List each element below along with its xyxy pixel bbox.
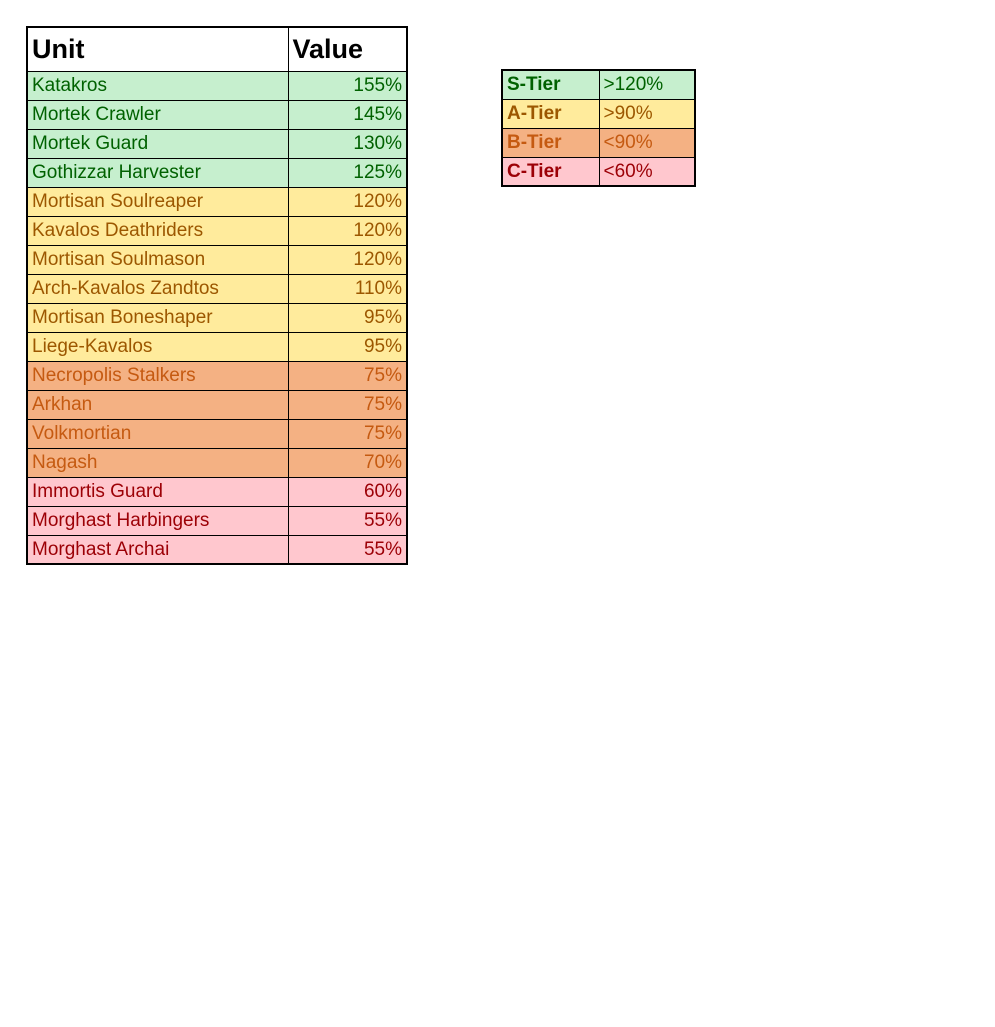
legend-row: C-Tier <60% (501, 156, 696, 187)
unit-value-cell: 75% (287, 360, 408, 391)
unit-name-cell: Immortis Guard (26, 476, 289, 507)
unit-name-cell: Mortek Crawler (26, 99, 289, 130)
unit-value-cell: 155% (287, 70, 408, 101)
unit-name-cell: Necropolis Stalkers (26, 360, 289, 391)
table-row: Nagash 70% (26, 447, 408, 478)
legend-row: B-Tier <90% (501, 127, 696, 158)
unit-name-cell: Mortisan Boneshaper (26, 302, 289, 333)
table-row: Mortisan Boneshaper 95% (26, 302, 408, 333)
table-row: Katakros 155% (26, 70, 408, 101)
tier-threshold-cell: <90% (598, 127, 696, 158)
unit-value-cell: 55% (287, 505, 408, 536)
tier-name-cell: B-Tier (501, 127, 600, 158)
unit-value-cell: 120% (287, 244, 408, 275)
table-row: Arch-Kavalos Zandtos 110% (26, 273, 408, 304)
unit-name-cell: Liege-Kavalos (26, 331, 289, 362)
tier-name-cell: A-Tier (501, 98, 600, 129)
unit-name-cell: Arch-Kavalos Zandtos (26, 273, 289, 304)
unit-header: Unit (26, 26, 289, 72)
unit-value-cell: 110% (287, 273, 408, 304)
unit-value-cell: 95% (287, 331, 408, 362)
unit-value-cell: 120% (287, 186, 408, 217)
table-row: Mortisan Soulreaper 120% (26, 186, 408, 217)
table-row: Volkmortian 75% (26, 418, 408, 449)
tier-legend-table: S-Tier >120% A-Tier >90% B-Tier <90% C-Tier <60… (501, 69, 696, 187)
unit-value-cell: 75% (287, 389, 408, 420)
table-row: Kavalos Deathriders 120% (26, 215, 408, 246)
unit-rows: Katakros 155% Mortek Crawler 145% Mortek Gua… (26, 70, 408, 565)
unit-value-cell: 120% (287, 215, 408, 246)
table-row: Mortek Guard 130% (26, 128, 408, 159)
table-row: Necropolis Stalkers 75% (26, 360, 408, 391)
unit-value-cell: 60% (287, 476, 408, 507)
unit-name-cell: Mortek Guard (26, 128, 289, 159)
tier-threshold-cell: >120% (598, 69, 696, 100)
unit-value-cell: 130% (287, 128, 408, 159)
header-row: Unit Value (26, 26, 408, 72)
tier-name-cell: C-Tier (501, 156, 600, 187)
unit-name-cell: Katakros (26, 70, 289, 101)
unit-name-cell: Mortisan Soulmason (26, 244, 289, 275)
unit-name-cell: Nagash (26, 447, 289, 478)
table-row: Arkhan 75% (26, 389, 408, 420)
table-row: Morghast Archai 55% (26, 534, 408, 565)
unit-value-cell: 70% (287, 447, 408, 478)
unit-name-cell: Arkhan (26, 389, 289, 420)
unit-value-cell: 95% (287, 302, 408, 333)
table-row: Immortis Guard 60% (26, 476, 408, 507)
unit-name-cell: Mortisan Soulreaper (26, 186, 289, 217)
unit-name-cell: Gothizzar Harvester (26, 157, 289, 188)
unit-value-cell: 55% (287, 534, 408, 565)
unit-name-cell: Morghast Harbingers (26, 505, 289, 536)
table-row: Mortek Crawler 145% (26, 99, 408, 130)
unit-value-cell: 125% (287, 157, 408, 188)
unit-name-cell: Kavalos Deathriders (26, 215, 289, 246)
legend-rows: S-Tier >120% A-Tier >90% B-Tier <90% C-Tier <60… (501, 69, 696, 187)
unit-name-cell: Volkmortian (26, 418, 289, 449)
tier-threshold-cell: <60% (598, 156, 696, 187)
table-row: Liege-Kavalos 95% (26, 331, 408, 362)
tier-name-cell: S-Tier (501, 69, 600, 100)
unit-value-cell: 145% (287, 99, 408, 130)
table-row: Morghast Harbingers 55% (26, 505, 408, 536)
unit-value-cell: 75% (287, 418, 408, 449)
value-header: Value (287, 26, 408, 72)
table-row: Mortisan Soulmason 120% (26, 244, 408, 275)
unit-value-table: Unit Value Katakros 155% Mortek Crawler 145… (26, 26, 408, 565)
tier-threshold-cell: >90% (598, 98, 696, 129)
legend-row: A-Tier >90% (501, 98, 696, 129)
table-row: Gothizzar Harvester 125% (26, 157, 408, 188)
legend-row: S-Tier >120% (501, 69, 696, 100)
unit-name-cell: Morghast Archai (26, 534, 289, 565)
